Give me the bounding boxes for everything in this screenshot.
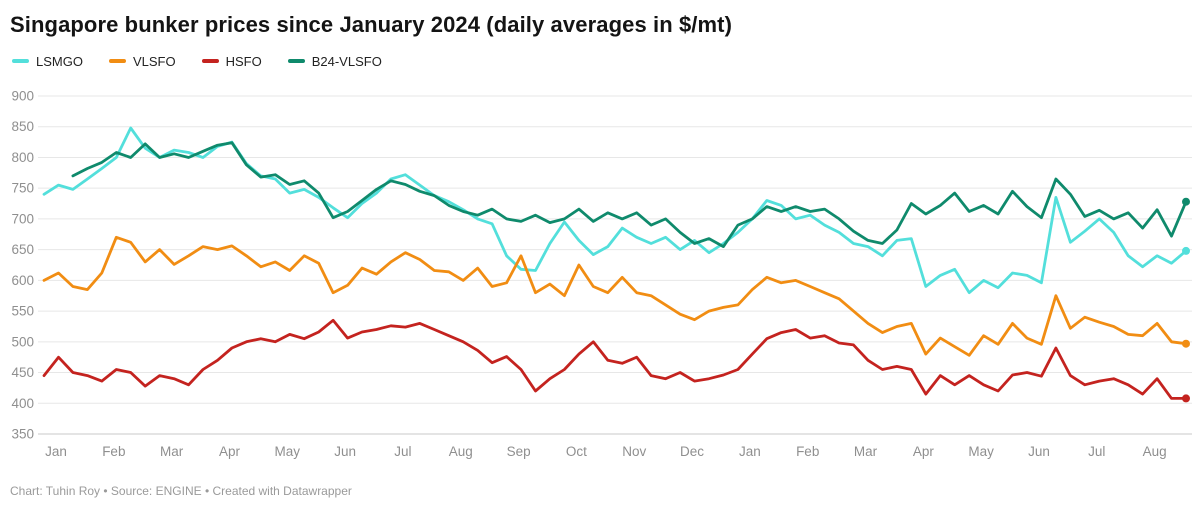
y-tick-label: 900 <box>11 89 34 104</box>
x-tick-label: Jan <box>45 444 67 459</box>
series-line-hsfo <box>42 318 1190 403</box>
x-tick-label: Apr <box>913 444 935 459</box>
series-end-dot-vlsfo <box>1182 339 1190 348</box>
y-tick-label: 800 <box>11 150 34 165</box>
x-tick-label: Sep <box>507 444 531 459</box>
legend-label-hsfo: HSFO <box>225 53 262 69</box>
legend-swatch-b24vlsfo-icon <box>287 59 305 64</box>
x-tick-label: Aug <box>449 444 473 459</box>
chart-title: Singapore bunker prices since January 20… <box>10 12 733 37</box>
y-tick-label: 500 <box>11 334 34 349</box>
legend-item-hsfo: HSFO <box>201 53 262 69</box>
x-tick-label: Jul <box>394 444 411 459</box>
x-tick-label: Feb <box>796 444 819 459</box>
x-tick-label: Apr <box>219 444 241 459</box>
legend-label-vlsfo: VLSFO <box>132 53 176 69</box>
x-tick-label: Feb <box>102 444 125 459</box>
y-tick-label: 550 <box>11 304 34 319</box>
x-tick-label: Mar <box>160 444 184 459</box>
legend-item-vlsfo: VLSFO <box>108 53 176 69</box>
series-line-b24-vlsfo <box>71 141 1190 248</box>
x-tick-label: May <box>968 444 994 459</box>
series-end-dot-lsmgo <box>1182 246 1190 255</box>
x-tick-label: Dec <box>680 444 704 459</box>
legend-item-b24vlsfo: B24-VLSFO <box>287 53 382 69</box>
x-tick-label: Jul <box>1088 444 1105 459</box>
x-axis-labels: Jan Feb Mar Apr May Jun Jul Aug Sep Oct Nov Dec Jan F… <box>45 444 1167 459</box>
y-tick-label: 700 <box>11 211 34 226</box>
y-tick-label: 750 <box>11 181 34 196</box>
chart-plot-area[interactable]: 350 400 450 500 550 600 650 700 750 800 850 900 Jan F… <box>0 84 1200 470</box>
x-tick-label: May <box>275 444 301 459</box>
legend-label-b24vlsfo: B24-VLSFO <box>311 53 382 69</box>
attribution-footer: Chart: Tuhin Roy • Source: ENGINE • Crea… <box>10 484 352 498</box>
x-tick-label: Jan <box>739 444 761 459</box>
x-tick-label: Aug <box>1143 444 1167 459</box>
y-tick-label: 400 <box>11 396 34 411</box>
x-tick-label: Jun <box>334 444 356 459</box>
series-end-dot-b24-vlsfo <box>1182 197 1190 206</box>
series-line-vlsfo <box>42 235 1190 357</box>
legend-label-lsmgo: LSMGO <box>36 53 83 69</box>
legend-item-lsmgo: LSMGO <box>12 54 83 69</box>
legend-swatch-lsmgo-icon <box>12 59 29 64</box>
legend-swatch-vlsfo-icon <box>108 59 126 64</box>
y-axis-labels: 350 400 450 500 550 600 650 700 750 800 850 900 <box>11 89 34 442</box>
y-tick-label: 650 <box>11 242 34 257</box>
x-tick-label: Jun <box>1028 444 1050 459</box>
x-tick-label: Oct <box>566 444 587 459</box>
gridlines <box>38 95 1192 435</box>
y-tick-label: 600 <box>11 273 34 288</box>
legend: LSMGO VLSFO HSFO B24-VLSFO <box>12 52 1190 70</box>
x-tick-label: Nov <box>622 444 646 459</box>
series-line-lsmgo <box>42 126 1190 295</box>
legend-swatch-hsfo-icon <box>201 59 219 64</box>
y-tick-label: 450 <box>11 365 34 380</box>
chart-area: 350 400 450 500 550 600 650 700 750 800 850 900 Jan F… <box>0 84 1200 470</box>
y-tick-label: 850 <box>11 119 34 134</box>
series-end-dot-hsfo <box>1182 394 1190 403</box>
x-tick-label: Mar <box>854 444 878 459</box>
y-tick-label: 350 <box>11 427 34 442</box>
